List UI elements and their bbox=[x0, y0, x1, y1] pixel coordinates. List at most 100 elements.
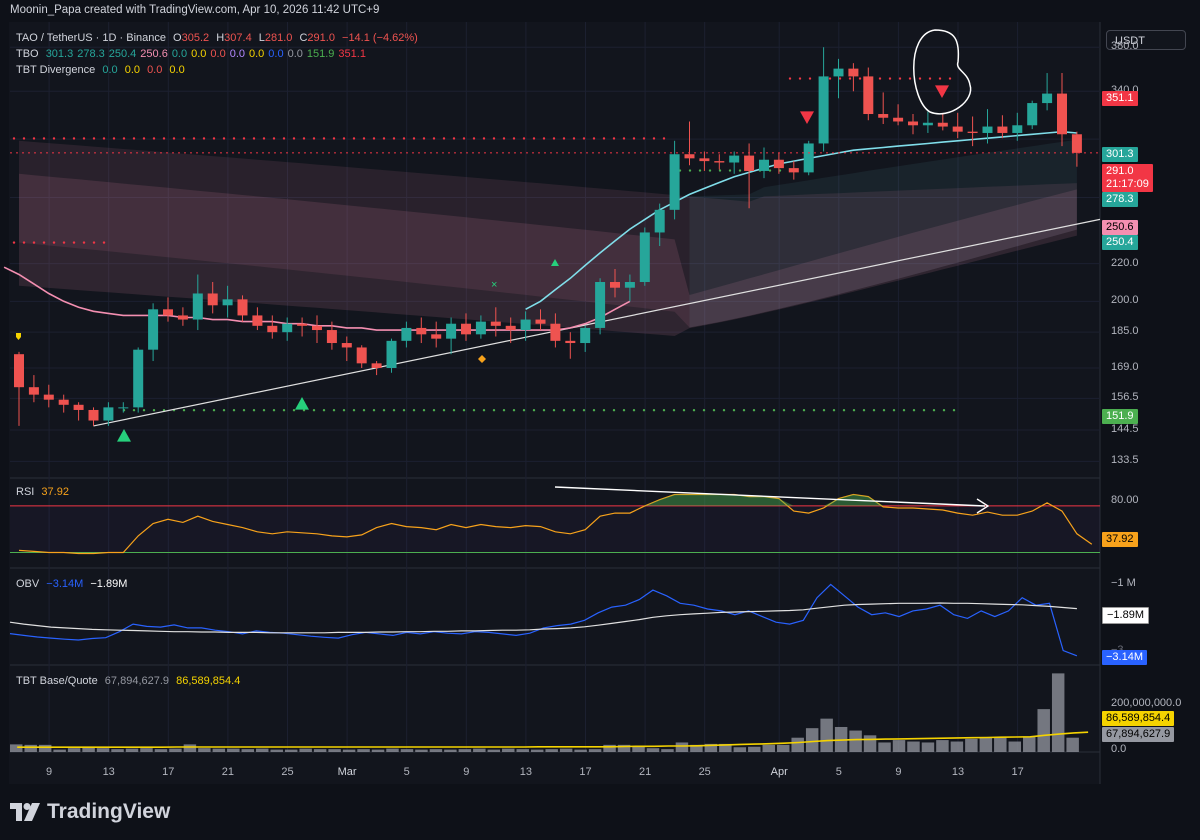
volume-axis-label: 200,000,000.0 bbox=[1111, 697, 1182, 709]
rsi-line bbox=[18, 493, 1093, 555]
volume-bar bbox=[328, 749, 341, 752]
volume-bar bbox=[125, 748, 139, 752]
support-dot bbox=[782, 409, 786, 412]
candle-body bbox=[490, 321, 501, 326]
rsi-name[interactable]: RSI bbox=[16, 486, 35, 498]
volume-bar bbox=[704, 743, 718, 752]
rsi-divergence-arrowhead bbox=[976, 498, 990, 514]
volume-bar bbox=[530, 749, 544, 752]
resistance-dot bbox=[222, 137, 226, 140]
symbol-name[interactable]: TAO / TetherUS · 1D · Binance bbox=[16, 32, 166, 44]
support-dot bbox=[472, 409, 476, 412]
volume-bar bbox=[979, 737, 993, 752]
support-dot bbox=[718, 169, 722, 172]
support-dot bbox=[282, 409, 286, 412]
support-dot bbox=[592, 409, 596, 412]
support-dot bbox=[302, 409, 306, 412]
support-dot bbox=[412, 409, 416, 412]
support-dot bbox=[602, 409, 606, 412]
candle-body bbox=[550, 323, 561, 341]
resistance-dot bbox=[828, 77, 832, 80]
volume-bar bbox=[183, 744, 197, 752]
tbo-value: 0.0 bbox=[229, 48, 245, 60]
volume-ma-tag: 86,589,854.4 bbox=[1102, 711, 1175, 726]
support-dot bbox=[362, 409, 366, 412]
support-dot bbox=[432, 409, 436, 412]
candle-body bbox=[356, 347, 367, 364]
time-axis-label: Mar bbox=[337, 766, 357, 778]
resistance-dot bbox=[472, 137, 476, 140]
support-dot bbox=[732, 409, 736, 412]
tbo-name[interactable]: TBO bbox=[16, 48, 39, 60]
buy-signal-triangle bbox=[117, 429, 131, 442]
resistance-dot bbox=[542, 137, 546, 140]
volume-bar bbox=[270, 749, 283, 752]
tbt-divergence-legend[interactable]: TBT Divergence 0.0 0.0 0.0 0.0 bbox=[16, 64, 189, 76]
volume-name[interactable]: TBT Base/Quote bbox=[16, 675, 98, 687]
resistance-dot bbox=[132, 137, 136, 140]
support-dot bbox=[492, 409, 496, 412]
resistance-dot bbox=[162, 137, 166, 140]
resistance-dot bbox=[352, 137, 356, 140]
support-dot bbox=[632, 409, 636, 412]
volume-ma-line bbox=[17, 731, 1089, 748]
candle-body bbox=[535, 319, 546, 324]
tbo-legend[interactable]: TBO 301.3 278.3 250.4 250.6 0.0 0.0 0.0 0.0 0.0 0… bbox=[16, 48, 374, 60]
rsi-legend[interactable]: RSI 37.92 bbox=[16, 486, 73, 498]
support-dot bbox=[792, 409, 796, 412]
resistance-dot bbox=[482, 137, 486, 140]
price-axis-label: 380.0 bbox=[1111, 40, 1139, 53]
resistance-dot bbox=[808, 77, 812, 80]
volume-bar bbox=[936, 740, 949, 752]
candle-body bbox=[431, 334, 442, 339]
tradingview-logo[interactable]: TradingView bbox=[10, 800, 170, 824]
resistance-dot bbox=[838, 77, 842, 80]
time-axis-label: 17 bbox=[579, 766, 592, 778]
support-dot bbox=[652, 409, 656, 412]
candle-body bbox=[878, 114, 889, 118]
volume-bar bbox=[748, 746, 761, 752]
volume-bar bbox=[574, 749, 587, 752]
tbo-values: 301.3 278.3 250.4 250.6 0.0 0.0 0.0 0.0 0.0 0.0 0.… bbox=[46, 48, 370, 60]
candle-body bbox=[58, 399, 69, 405]
tbo-value: 0.0 bbox=[287, 48, 303, 60]
flag-marker bbox=[16, 333, 21, 340]
volume-bar bbox=[849, 730, 862, 752]
volume-bar bbox=[921, 742, 935, 752]
resistance-dot bbox=[302, 137, 306, 140]
candle-body bbox=[207, 293, 218, 306]
time-axis-label: 9 bbox=[895, 766, 902, 778]
time-axis-label: 5 bbox=[403, 766, 410, 778]
support-dot bbox=[692, 409, 696, 412]
candle-body bbox=[192, 293, 203, 320]
candle-body bbox=[520, 319, 531, 331]
volume-bar bbox=[111, 749, 124, 752]
resistance-dot bbox=[102, 137, 106, 140]
resistance-dot bbox=[492, 137, 496, 140]
tbt-divergence-name[interactable]: TBT Divergence bbox=[16, 64, 96, 76]
obv-name[interactable]: OBV bbox=[16, 578, 40, 590]
support-dot bbox=[562, 409, 566, 412]
currency-button[interactable]: USDT bbox=[1106, 30, 1186, 50]
support-dot bbox=[312, 409, 316, 412]
support-dot bbox=[852, 409, 856, 412]
resistance-dot bbox=[382, 137, 386, 140]
support-dot bbox=[292, 409, 296, 412]
support-dot bbox=[242, 409, 246, 412]
support-dot bbox=[262, 409, 266, 412]
support-dot bbox=[442, 409, 446, 412]
obv-legend[interactable]: OBV −3.14M −1.89M bbox=[16, 578, 131, 590]
obv-axis-label: −1 M bbox=[1111, 577, 1136, 589]
resistance-dot bbox=[12, 137, 16, 140]
support-dot bbox=[672, 409, 676, 412]
candle-body bbox=[952, 126, 963, 132]
tbt-div-value: 0.0 bbox=[147, 64, 163, 76]
resistance-dot bbox=[52, 241, 56, 244]
support-dot bbox=[372, 409, 376, 412]
resistance-dot bbox=[412, 137, 416, 140]
symbol-legend[interactable]: TAO / TetherUS · 1D · Binance O305.2 H30… bbox=[16, 32, 422, 44]
candle-body bbox=[118, 407, 129, 409]
volume-legend[interactable]: TBT Base/Quote 67,894,627.9 86,589,854.4 bbox=[16, 675, 244, 687]
volume-bar bbox=[805, 728, 819, 752]
candle-body bbox=[565, 340, 576, 344]
